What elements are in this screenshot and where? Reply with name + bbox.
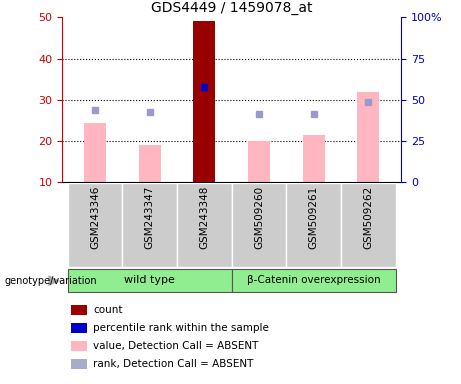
Text: GSM509261: GSM509261: [308, 186, 319, 249]
Polygon shape: [48, 275, 60, 286]
Bar: [248, 141, 270, 182]
Bar: [71, 341, 87, 351]
Bar: [231, 269, 396, 293]
Bar: [122, 183, 177, 267]
Text: percentile rank within the sample: percentile rank within the sample: [94, 323, 269, 333]
Bar: [177, 183, 232, 267]
Bar: [341, 183, 396, 267]
Text: GSM509260: GSM509260: [254, 186, 264, 249]
Bar: [139, 145, 160, 182]
Text: count: count: [94, 305, 123, 315]
Bar: [194, 88, 215, 182]
Bar: [84, 122, 106, 182]
Bar: [303, 135, 325, 182]
Bar: [286, 183, 341, 267]
Text: rank, Detection Call = ABSENT: rank, Detection Call = ABSENT: [94, 359, 254, 369]
Bar: [68, 183, 122, 267]
Text: β-Catenin overexpression: β-Catenin overexpression: [247, 275, 380, 285]
Bar: [357, 91, 379, 182]
Text: GSM243348: GSM243348: [199, 186, 209, 249]
Bar: [71, 323, 87, 333]
Text: genotype/variation: genotype/variation: [5, 276, 97, 286]
Text: GSM509262: GSM509262: [363, 186, 373, 249]
Text: wild type: wild type: [124, 275, 175, 285]
Text: GSM243347: GSM243347: [145, 186, 155, 249]
Text: GSM243346: GSM243346: [90, 186, 100, 249]
Bar: [68, 269, 232, 293]
Bar: [194, 22, 215, 182]
Text: value, Detection Call = ABSENT: value, Detection Call = ABSENT: [94, 341, 259, 351]
Bar: [231, 183, 286, 267]
Bar: [71, 305, 87, 315]
Title: GDS4449 / 1459078_at: GDS4449 / 1459078_at: [151, 1, 313, 15]
Bar: [71, 359, 87, 369]
